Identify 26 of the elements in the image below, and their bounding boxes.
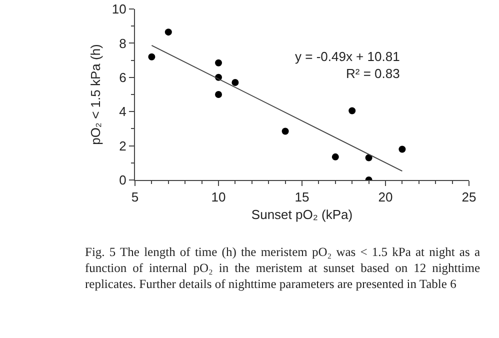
point xyxy=(398,146,406,153)
point xyxy=(348,107,356,114)
annotation: y = -0.49x + 10.81 xyxy=(295,49,400,64)
y-tick-label: 8 xyxy=(119,36,126,51)
y-tick-label: 10 xyxy=(112,2,126,17)
x-tick-label: 10 xyxy=(211,190,226,205)
x-axis-title: Sunset pO₂ (kPa) xyxy=(251,207,353,222)
point xyxy=(365,154,372,162)
point xyxy=(148,53,156,60)
y-tick-label: 0 xyxy=(119,172,126,188)
y-tick-label: 2 xyxy=(119,138,126,154)
point xyxy=(215,59,222,66)
x-tick-label: 20 xyxy=(378,190,393,205)
point xyxy=(332,153,339,160)
y-tick-label: 6 xyxy=(119,70,126,85)
point xyxy=(164,28,172,36)
x-tick-label: 5 xyxy=(131,190,139,205)
x-tick-label: 25 xyxy=(462,190,476,205)
y-tick-label: 4 xyxy=(119,104,126,120)
caption: Fig. 5 The length of time (h) the meristem pO₂ was < 1.5 kPa at night as a function of internal pO₂ in the meristem at sunset based on 12 nighttime replicates. Further details of nighttime parameters are presented in Table 6 xyxy=(85,244,480,292)
point xyxy=(282,128,289,135)
annotation: R² = 0.83 xyxy=(346,66,400,81)
y-axis-title: pO₂ < 1.5 kPa (h) xyxy=(88,44,103,145)
point xyxy=(232,79,239,86)
x-tick-label: 15 xyxy=(294,190,310,205)
point xyxy=(215,91,222,98)
